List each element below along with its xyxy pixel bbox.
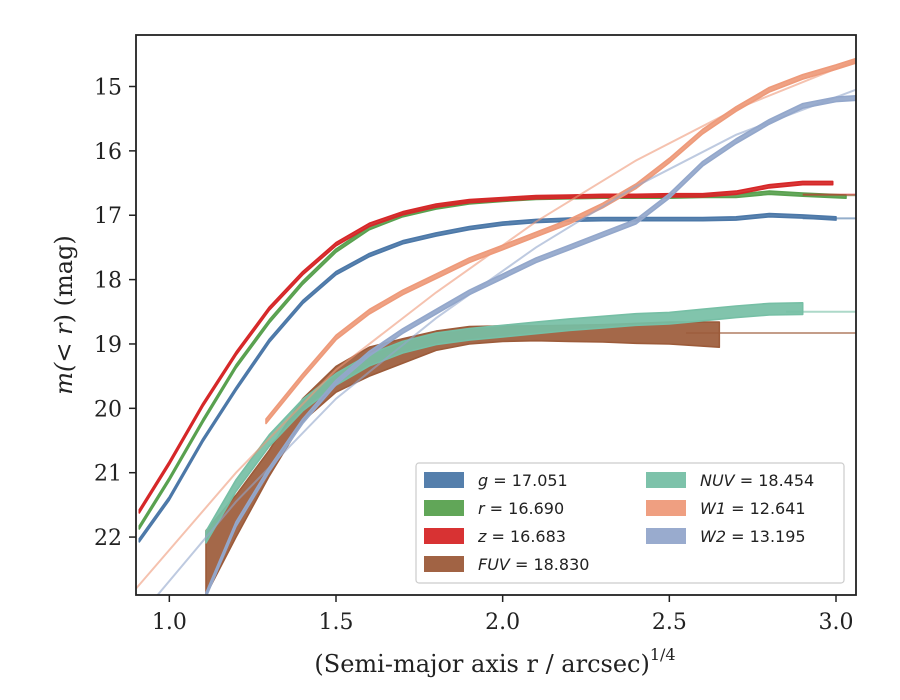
legend-label-z: z = 16.683 [477, 527, 566, 546]
data-band-z [138, 180, 834, 514]
legend: g = 17.051 r = 16.690 z = 16.683 FUV = 18.8… [415, 462, 845, 584]
x-axis-title-superscript: 1/4 [650, 645, 676, 664]
legend-label-nuv: NUV = 18.454 [700, 471, 814, 490]
legend-swatch-w2 [646, 528, 686, 544]
legend-swatch-r [424, 500, 464, 516]
legend-swatch-g [424, 472, 464, 488]
x-axis-title: (Semi-major axis r / arcsec)1/4 [314, 645, 675, 678]
legend-frame [415, 462, 845, 584]
model-line-w1 [136, 59, 856, 590]
y-tick-label: 15 [94, 75, 122, 100]
y-tick-label: 17 [94, 204, 122, 229]
legend-label-w2: W2 = 13.195 [700, 527, 806, 546]
legend-label-fuv: FUV = 18.830 [478, 555, 589, 574]
x-tick-label: 2.0 [485, 610, 520, 635]
legend-swatch-fuv [424, 556, 464, 572]
legend-swatch-z [424, 528, 464, 544]
y-axis-title: m(< r) (mag) [50, 235, 78, 395]
x-tick-label: 1.5 [319, 610, 354, 635]
legend-label-r: r = 16.690 [478, 499, 564, 518]
data-band-g [138, 212, 837, 543]
legend-label-g: g = 17.051 [478, 471, 568, 490]
plot-frame [135, 34, 857, 596]
series-bands [138, 57, 856, 595]
x-tick-label: 3.0 [819, 610, 854, 635]
y-tick-label: 21 [94, 462, 122, 487]
y-tick-label: 22 [94, 526, 122, 551]
y-tick-label: 20 [94, 397, 122, 422]
legend-swatch-nuv [646, 472, 686, 488]
y-tick-label: 18 [94, 269, 122, 294]
legend-swatch-w1 [646, 500, 686, 516]
data-band-w2 [205, 95, 856, 595]
y-tick-label: 19 [94, 333, 122, 358]
x-axis-ticks: 1.0 1.5 2.0 2.5 3.0 [152, 595, 854, 635]
series-model-lines [136, 59, 856, 595]
x-tick-label: 2.5 [652, 610, 687, 635]
x-tick-label: 1.0 [152, 610, 187, 635]
data-band-w1 [265, 57, 856, 425]
y-axis-ticks: 15 16 17 18 19 20 21 22 [94, 75, 136, 551]
legend-label-w1: W1 = 12.641 [700, 499, 806, 518]
model-line-w2 [156, 88, 856, 595]
y-tick-label: 16 [94, 140, 122, 165]
